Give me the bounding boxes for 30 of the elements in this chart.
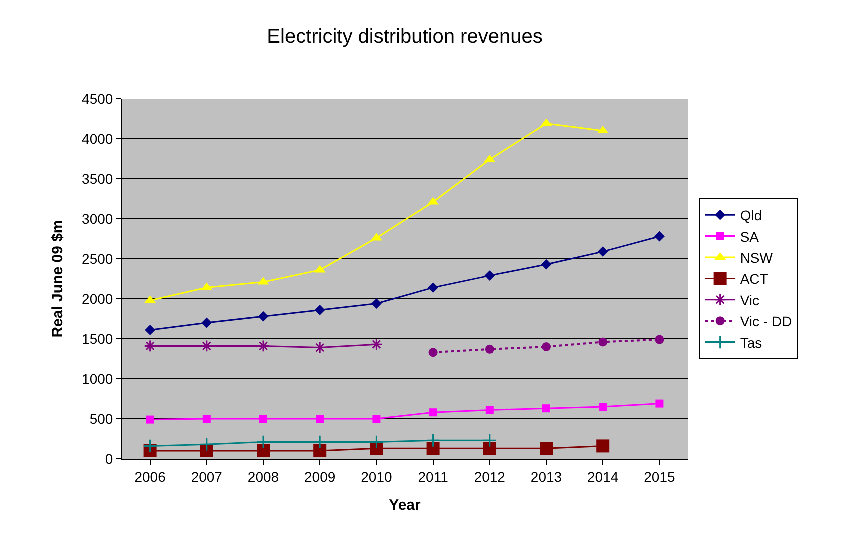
legend-label: NSW	[740, 250, 774, 266]
x-tick-label: 2008	[248, 468, 280, 485]
x-tick-label: 2011	[418, 468, 449, 485]
x-tick-label: 2014	[588, 468, 619, 485]
x-tick-label: 2006	[134, 468, 166, 485]
y-tick-label: 3500	[82, 170, 114, 187]
y-axis-title: Real June 09 $m	[49, 220, 66, 338]
y-tick-label: 4500	[82, 90, 114, 107]
chart-title: Electricity distribution revenues	[267, 26, 543, 48]
y-tick-label: 500	[90, 410, 114, 427]
y-tick-label: 2500	[82, 250, 114, 267]
legend-label: Vic	[740, 292, 760, 308]
legend-label: Qld	[740, 208, 762, 224]
x-tick-label: 2013	[530, 468, 562, 485]
y-tick-label: 0	[105, 450, 114, 467]
y-tick-label: 4000	[82, 130, 114, 147]
x-tick-label: 2010	[361, 468, 392, 485]
legend-label: SA	[740, 228, 760, 245]
y-tick-label: 1000	[82, 370, 114, 387]
x-axis-title: Year	[389, 496, 422, 514]
legend-label: ACT	[740, 271, 769, 288]
y-tick-label: 1500	[82, 330, 114, 347]
x-tick-label: 2015	[644, 468, 676, 485]
legend-label: Tas	[740, 334, 762, 351]
x-tick-label: 2012	[474, 468, 506, 485]
x-tick-label: 2009	[304, 468, 336, 485]
x-tick-label: 2007	[191, 468, 223, 485]
y-tick-label: 2000	[82, 290, 114, 307]
y-tick-label: 3000	[82, 210, 114, 227]
legend-label: Vic - DD	[740, 314, 792, 330]
